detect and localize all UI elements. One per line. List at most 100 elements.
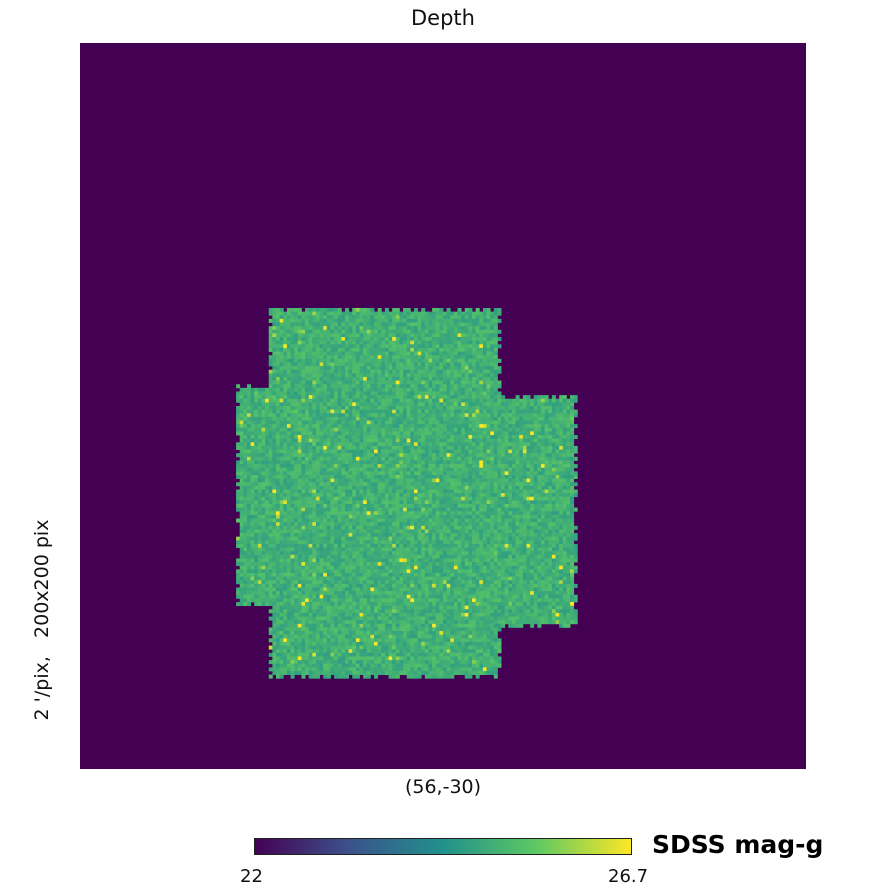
depth-cell bbox=[279, 311, 284, 316]
depth-cell bbox=[461, 471, 466, 476]
depth-cell bbox=[236, 384, 241, 389]
depth-cell bbox=[519, 431, 524, 436]
depth-cell bbox=[301, 464, 306, 469]
depth-cell bbox=[443, 369, 448, 374]
depth-cell bbox=[413, 387, 418, 392]
depth-cell bbox=[265, 453, 270, 458]
depth-cell bbox=[276, 474, 281, 479]
depth-cell bbox=[413, 409, 418, 414]
depth-cell bbox=[464, 467, 469, 472]
depth-cell bbox=[461, 409, 466, 414]
depth-cell bbox=[413, 485, 418, 490]
depth-cell bbox=[526, 435, 531, 440]
depth-cell bbox=[450, 373, 455, 378]
depth-cell bbox=[243, 471, 248, 476]
depth-cell bbox=[457, 435, 462, 440]
depth-cell bbox=[286, 322, 291, 327]
depth-cell bbox=[479, 369, 484, 374]
depth-cell bbox=[294, 493, 299, 498]
depth-cell bbox=[551, 511, 556, 516]
depth-cell bbox=[479, 398, 484, 403]
depth-cell bbox=[308, 340, 313, 345]
depth-cell bbox=[377, 413, 382, 418]
depth-cell bbox=[566, 416, 571, 421]
depth-cell bbox=[417, 311, 422, 316]
depth-cell bbox=[348, 340, 353, 345]
depth-cell bbox=[261, 391, 266, 396]
depth-cell bbox=[239, 522, 244, 527]
depth-cell bbox=[279, 482, 284, 487]
depth-cell bbox=[403, 315, 408, 320]
depth-cell bbox=[323, 431, 328, 436]
depth-cell bbox=[286, 358, 291, 363]
depth-cell bbox=[323, 366, 328, 371]
depth-cell bbox=[239, 442, 244, 447]
depth-cell bbox=[359, 427, 364, 432]
depth-cell bbox=[366, 427, 371, 432]
depth-cell bbox=[359, 445, 364, 450]
depth-cell bbox=[544, 453, 549, 458]
depth-cell bbox=[268, 435, 273, 440]
depth-cell bbox=[559, 395, 564, 400]
depth-cell bbox=[443, 424, 448, 429]
depth-cell bbox=[283, 329, 288, 334]
depth-cell bbox=[464, 416, 469, 421]
depth-cell bbox=[301, 489, 306, 494]
depth-cell bbox=[359, 369, 364, 374]
depth-cell bbox=[417, 489, 422, 494]
depth-cell bbox=[305, 384, 310, 389]
depth-cell bbox=[363, 504, 368, 509]
depth-cell bbox=[326, 329, 331, 334]
depth-cell bbox=[286, 416, 291, 421]
depth-cell bbox=[475, 402, 480, 407]
depth-cell bbox=[286, 373, 291, 378]
depth-cell bbox=[530, 471, 535, 476]
depth-cell bbox=[341, 406, 346, 411]
depth-cell bbox=[490, 409, 495, 414]
depth-cell bbox=[359, 358, 364, 363]
depth-cell bbox=[526, 453, 531, 458]
depth-cell bbox=[265, 471, 270, 476]
depth-cell bbox=[384, 351, 389, 356]
depth-cell bbox=[265, 514, 270, 519]
depth-cell bbox=[359, 326, 364, 331]
depth-cell bbox=[392, 467, 397, 472]
depth-cell bbox=[344, 347, 350, 352]
depth-cell bbox=[450, 366, 455, 371]
depth-cell bbox=[374, 358, 379, 363]
depth-cell bbox=[366, 438, 371, 443]
depth-cell bbox=[468, 340, 473, 345]
depth-cell bbox=[468, 496, 473, 501]
depth-cell bbox=[388, 500, 393, 505]
depth-cell bbox=[501, 489, 506, 494]
depth-cell bbox=[515, 416, 520, 421]
depth-cell bbox=[352, 355, 357, 360]
depth-cell bbox=[312, 384, 317, 389]
depth-cell bbox=[272, 467, 277, 472]
depth-cell bbox=[254, 435, 259, 440]
depth-cell bbox=[330, 442, 335, 447]
depth-cell bbox=[268, 504, 273, 509]
depth-cell bbox=[395, 322, 400, 327]
depth-cell bbox=[395, 485, 400, 490]
depth-cell bbox=[497, 344, 502, 349]
depth-cell bbox=[424, 416, 429, 421]
depth-cell bbox=[461, 424, 466, 429]
depth-cell bbox=[297, 362, 302, 367]
depth-cell bbox=[526, 485, 531, 490]
depth-cell bbox=[457, 514, 462, 519]
depth-cell bbox=[337, 467, 342, 472]
depth-cell bbox=[290, 504, 295, 509]
depth-cell bbox=[377, 471, 382, 476]
depth-cell bbox=[475, 467, 480, 472]
depth-cell bbox=[272, 511, 277, 516]
depth-cell bbox=[533, 456, 538, 461]
depth-cell bbox=[399, 340, 404, 345]
depth-cell bbox=[330, 449, 335, 454]
depth-cell bbox=[334, 471, 339, 476]
depth-cell bbox=[421, 431, 426, 436]
depth-cell bbox=[519, 518, 524, 523]
depth-cell bbox=[490, 511, 495, 516]
depth-cell bbox=[544, 435, 549, 440]
depth-cell bbox=[305, 489, 310, 494]
